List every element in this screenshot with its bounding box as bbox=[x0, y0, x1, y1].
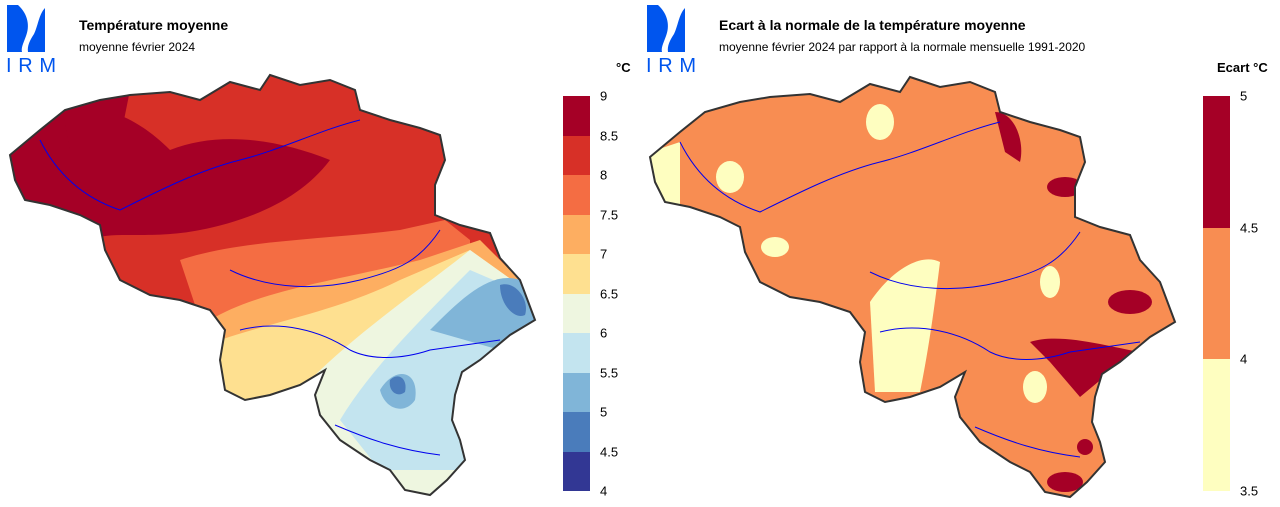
svg-text:IRM: IRM bbox=[6, 55, 56, 74]
legend-tick-label: 4.5 bbox=[600, 444, 619, 459]
legend-unit: Ecart °C bbox=[1217, 60, 1268, 75]
legend-tick-label: 9 bbox=[600, 88, 608, 104]
map-title: Ecart à la normale de la température moy… bbox=[719, 17, 1026, 33]
legend-unit: °C bbox=[616, 60, 631, 75]
legend-swatch bbox=[563, 135, 590, 175]
legend-tick-label: 5.5 bbox=[600, 365, 619, 380]
rivers bbox=[679, 121, 1141, 458]
legend-tick-label: 7 bbox=[600, 246, 608, 262]
mean-temperature-panel: IRM Température moyenne moyenne février … bbox=[6, 0, 631, 499]
map-title: Température moyenne bbox=[79, 17, 229, 33]
irm-logo: IRM bbox=[6, 4, 56, 74]
legend-color-bar bbox=[1203, 96, 1230, 492]
legend-swatch bbox=[563, 175, 590, 215]
legend-tick-label: 4 bbox=[600, 483, 608, 499]
irm-logo: IRM bbox=[646, 4, 696, 74]
legend-tick-label: 5 bbox=[1240, 88, 1248, 104]
legend-swatch bbox=[1203, 96, 1230, 228]
legend-swatch bbox=[563, 333, 590, 373]
legend-tick-label: 8 bbox=[600, 167, 608, 183]
legend-swatch bbox=[563, 372, 590, 412]
legend-swatch bbox=[563, 214, 590, 254]
legend-tick-label: 8.5 bbox=[600, 128, 619, 143]
legend-tick-label: 7.5 bbox=[600, 207, 619, 222]
legend-swatch bbox=[1203, 359, 1230, 492]
svg-text:IRM: IRM bbox=[646, 55, 696, 74]
legend-swatch bbox=[563, 293, 590, 333]
legend-tick-label: 6.5 bbox=[600, 286, 619, 301]
anomaly-map bbox=[648, 75, 1177, 499]
legend-swatch bbox=[1203, 227, 1230, 360]
legend-swatch bbox=[563, 451, 590, 491]
map-subtitle: moyenne février 2024 par rapport à la no… bbox=[719, 40, 1086, 54]
legend-tick-label: 6 bbox=[600, 325, 608, 341]
map-subtitle: moyenne février 2024 bbox=[79, 40, 196, 54]
legend-tick-label: 5 bbox=[600, 404, 608, 420]
belgium-border bbox=[648, 75, 1177, 499]
legend-swatch bbox=[563, 254, 590, 294]
legend-swatch bbox=[563, 412, 590, 452]
legend-tick-label: 4.5 bbox=[1240, 220, 1259, 236]
belgium-border bbox=[8, 73, 537, 497]
legend-color-bar bbox=[563, 96, 590, 491]
temperature-anomaly-panel: IRM Ecart à la normale de la température… bbox=[640, 0, 1280, 507]
rivers bbox=[39, 119, 501, 456]
legend-tick-label: 3.5 bbox=[1240, 483, 1259, 499]
legend-tick-label: 4 bbox=[1240, 351, 1248, 367]
temperature-map bbox=[8, 73, 537, 497]
legend-swatch bbox=[563, 96, 590, 136]
